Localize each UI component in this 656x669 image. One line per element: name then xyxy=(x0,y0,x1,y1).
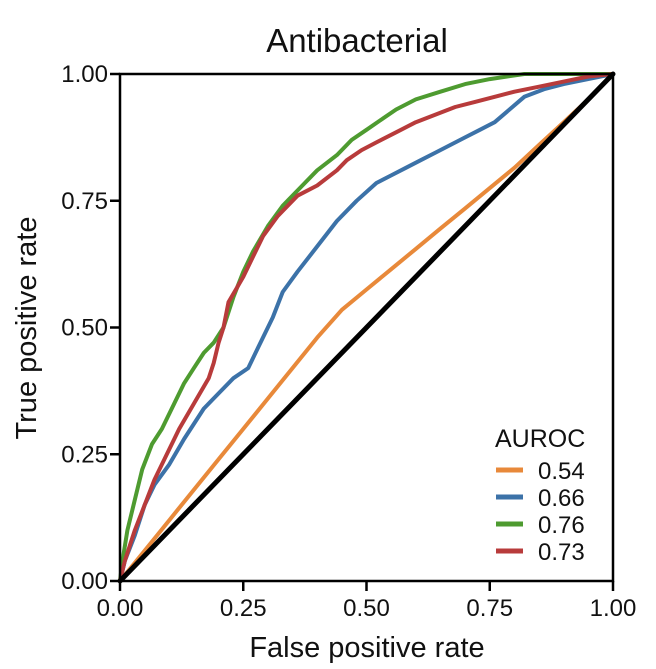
legend-label: 0.66 xyxy=(538,485,585,512)
y-tick-label: 0.25 xyxy=(61,441,108,468)
series-line-0 xyxy=(118,72,615,583)
x-tick-label: 1.00 xyxy=(590,595,637,622)
y-tick-label: 0.00 xyxy=(61,568,108,595)
series-layer xyxy=(117,71,616,584)
chart-title: Antibacterial xyxy=(266,22,448,59)
x-tick-label: 0.25 xyxy=(220,595,267,622)
y-tick-label: 0.75 xyxy=(61,188,108,215)
legend-label: 0.76 xyxy=(538,512,585,539)
series-line-1 xyxy=(118,72,615,583)
x-tick-label: 0.00 xyxy=(97,595,144,622)
x-tick-label: 0.50 xyxy=(343,595,390,622)
series-line-3 xyxy=(118,72,615,583)
legend-label: 0.73 xyxy=(538,539,585,566)
reference-diagonal-line xyxy=(117,71,616,584)
y-axis: 0.00 0.25 0.50 0.75 1.00 xyxy=(61,61,120,595)
x-axis-label: False positive rate xyxy=(249,632,484,664)
y-tick-label: 1.00 xyxy=(61,61,108,88)
y-axis-label: True positive rate xyxy=(11,217,43,440)
legend-items: 0.540.660.760.73 xyxy=(496,458,585,566)
legend: AUROC 0.540.660.760.73 xyxy=(495,425,585,566)
legend-title: AUROC xyxy=(495,425,585,453)
y-tick-label: 0.50 xyxy=(61,315,108,342)
legend-label: 0.54 xyxy=(538,458,585,485)
x-tick-label: 0.75 xyxy=(466,595,513,622)
x-axis: 0.00 0.25 0.50 0.75 1.00 xyxy=(97,581,637,622)
